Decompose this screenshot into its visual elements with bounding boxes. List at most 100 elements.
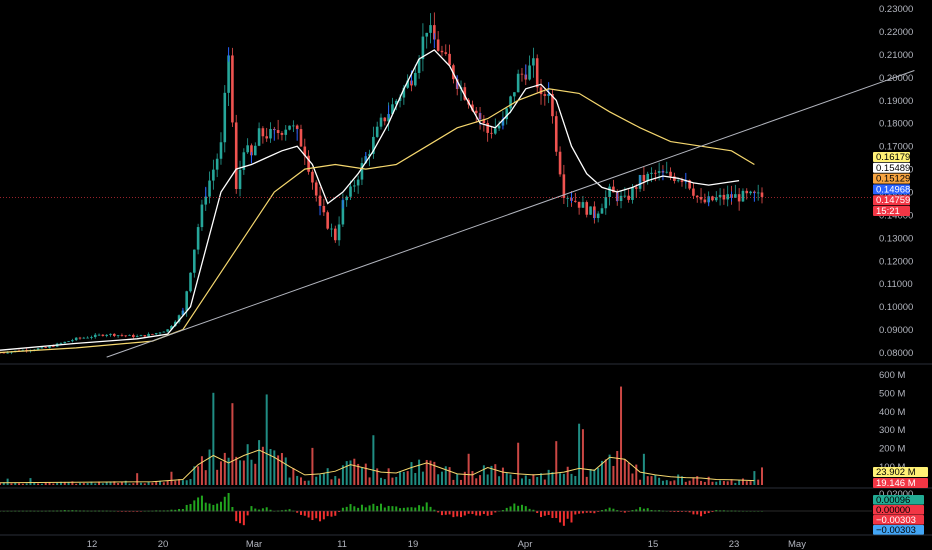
volume-bar <box>707 476 710 485</box>
price-axis-tick-label: 0.12000 <box>879 256 913 267</box>
volume-bar <box>124 480 127 485</box>
candle-body <box>48 346 51 348</box>
volume-bar <box>44 482 47 485</box>
volume-bar <box>639 479 642 485</box>
volume-bar <box>82 483 85 485</box>
oscillator-bar <box>334 511 337 516</box>
oscillator-bar <box>265 507 268 512</box>
oscillator-bar <box>460 511 463 518</box>
volume-bar <box>520 478 523 485</box>
price-tag: 0.14968 <box>873 184 910 195</box>
candle-body <box>585 202 589 215</box>
volume-bar <box>669 481 672 485</box>
slow-moving-average-line <box>0 88 755 354</box>
volume-bar <box>600 460 603 485</box>
volume-bar <box>391 477 394 485</box>
oscillator-bar <box>399 508 402 512</box>
oscillator-bar <box>181 508 184 512</box>
volume-bar <box>406 471 409 485</box>
candle-body <box>120 335 124 336</box>
candle-body <box>356 179 360 186</box>
volume-tag-label: 19.146 M <box>876 478 916 489</box>
candle-body <box>497 125 501 129</box>
oscillator-bar <box>440 511 443 516</box>
oscillator-bar <box>711 511 714 512</box>
oscillator-bar <box>128 511 131 512</box>
oscillator-bar <box>532 509 535 512</box>
oscillator-bar <box>581 511 584 514</box>
candle-body <box>219 142 223 159</box>
time-axis-tick-label: 12 <box>87 539 98 550</box>
volume-bar <box>296 475 299 485</box>
oscillator-bar <box>479 511 482 516</box>
price-tag-label: 15:21 <box>876 206 900 217</box>
volume-bar <box>448 467 451 485</box>
candle-body <box>494 128 497 134</box>
candle-body <box>676 180 680 182</box>
candle-body <box>581 202 585 208</box>
price-axis-tick-label: 0.11000 <box>879 279 913 290</box>
volume-bar <box>498 476 501 485</box>
candle-body <box>90 337 93 338</box>
volume-bar <box>380 477 382 485</box>
oscillator-tag-label: 0.00096 <box>876 495 910 506</box>
oscillator-bar <box>494 511 497 513</box>
volume-bar <box>212 392 215 485</box>
volume-bar <box>178 479 181 485</box>
candle-body <box>646 173 649 182</box>
candle-body <box>257 128 261 146</box>
volume-bar <box>181 480 184 485</box>
oscillator-tag-background <box>873 515 924 525</box>
oscillator-bar <box>669 511 672 512</box>
volume-bar <box>482 465 485 485</box>
candle-body <box>448 53 451 66</box>
candle-body <box>288 125 291 130</box>
candle-body <box>234 122 238 190</box>
volume-bar <box>357 463 360 485</box>
volume-bar <box>2 482 5 485</box>
candle-body <box>253 145 257 156</box>
candle-body <box>749 191 752 194</box>
volume-bar <box>578 423 581 485</box>
volume-bar <box>593 469 596 485</box>
candle-body <box>433 25 436 40</box>
candle-body <box>147 333 150 337</box>
oscillator-bar <box>578 511 581 514</box>
candle-body <box>151 333 154 335</box>
volume-bar <box>528 478 531 485</box>
volume-bar <box>345 461 348 485</box>
oscillator-bar <box>456 511 459 517</box>
candle-body <box>631 187 634 200</box>
oscillator-bar <box>673 511 676 512</box>
oscillator-bar <box>570 511 573 523</box>
volume-bar <box>612 465 615 485</box>
candle-body <box>516 73 520 93</box>
volume-bar <box>239 460 242 485</box>
volume-bar <box>90 481 93 485</box>
oscillator-bar <box>178 509 181 512</box>
oscillator-bar <box>642 508 645 512</box>
trendline[interactable] <box>106 70 915 358</box>
volume-bar <box>117 482 120 485</box>
oscillator-bar <box>319 511 322 522</box>
volume-bar <box>703 481 706 485</box>
oscillator-bar <box>261 508 264 512</box>
volume-bar <box>623 459 626 485</box>
volume-bar <box>299 477 302 485</box>
oscillator-bar <box>254 508 257 512</box>
candle-body <box>436 39 440 51</box>
candle-body <box>695 195 699 198</box>
candle-body <box>196 227 200 250</box>
volume-bar <box>174 480 177 485</box>
oscillator-bar <box>326 511 329 517</box>
oscillator-bar <box>517 505 520 512</box>
oscillator-bar <box>696 511 699 515</box>
oscillator-bar <box>471 511 474 515</box>
candle-body <box>654 172 657 174</box>
candle-body <box>513 92 516 97</box>
candle-body <box>760 192 764 197</box>
volume-bar <box>460 479 463 485</box>
oscillator-bar <box>448 511 451 515</box>
candle-body <box>250 145 253 156</box>
